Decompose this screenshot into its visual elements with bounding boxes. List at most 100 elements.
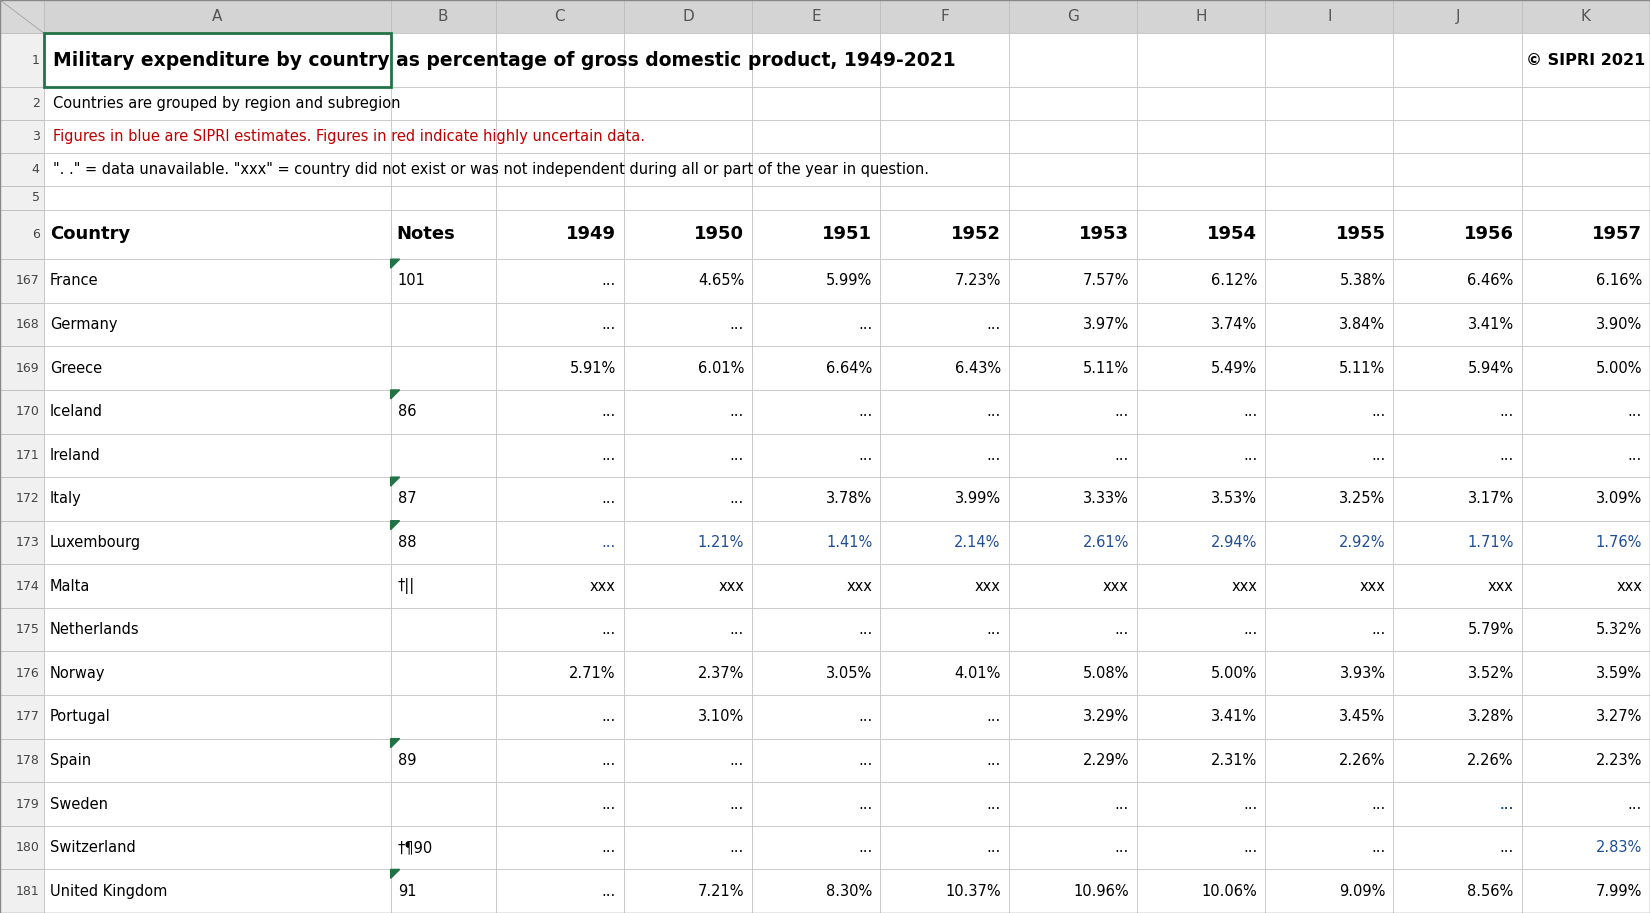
Bar <box>1521 477 1650 520</box>
Bar <box>0 0 45 33</box>
Text: ...: ... <box>729 796 744 812</box>
Text: xxx: xxx <box>718 579 744 593</box>
Bar <box>1008 564 1137 608</box>
Bar <box>1394 782 1521 826</box>
Bar <box>1266 608 1394 652</box>
Bar <box>1008 608 1137 652</box>
Bar <box>1137 434 1266 477</box>
Bar <box>624 121 752 153</box>
Polygon shape <box>391 520 399 530</box>
Text: ...: ... <box>987 622 1000 637</box>
Text: 5.79%: 5.79% <box>1467 622 1513 637</box>
Bar <box>1394 564 1521 608</box>
Bar <box>881 695 1008 739</box>
Bar <box>624 346 752 390</box>
Bar <box>752 303 881 346</box>
Text: 5.00%: 5.00% <box>1211 666 1257 681</box>
Text: 3.78%: 3.78% <box>827 491 873 507</box>
Text: ...: ... <box>1371 796 1386 812</box>
Text: Portugal: Portugal <box>50 709 111 724</box>
Text: 181: 181 <box>16 885 40 897</box>
Bar <box>495 434 624 477</box>
Bar <box>752 186 881 210</box>
Text: ...: ... <box>987 753 1000 768</box>
Bar <box>1137 564 1266 608</box>
Text: 3.93%: 3.93% <box>1340 666 1386 681</box>
Text: 7.23%: 7.23% <box>954 274 1000 289</box>
Text: ...: ... <box>602 317 615 332</box>
Bar <box>1137 0 1266 33</box>
Bar <box>752 869 881 913</box>
Bar <box>45 0 391 33</box>
Bar <box>391 0 495 33</box>
Bar <box>1521 121 1650 153</box>
Text: Figures in blue are SIPRI estimates. Figures in red indicate highly uncertain da: Figures in blue are SIPRI estimates. Fig… <box>53 129 645 144</box>
Bar <box>0 695 45 739</box>
Bar <box>495 303 624 346</box>
Bar <box>45 477 391 520</box>
Polygon shape <box>391 739 399 748</box>
Bar <box>45 0 391 33</box>
Bar <box>624 782 752 826</box>
Bar <box>1521 520 1650 564</box>
Text: 5.38%: 5.38% <box>1340 274 1386 289</box>
Bar <box>1266 33 1394 87</box>
Text: ...: ... <box>858 404 873 419</box>
Bar <box>1137 826 1266 869</box>
Bar <box>1008 153 1137 186</box>
Bar <box>752 695 881 739</box>
Text: 1.21%: 1.21% <box>698 535 744 550</box>
Bar <box>45 33 391 87</box>
Bar <box>1008 826 1137 869</box>
Bar <box>1521 564 1650 608</box>
Bar <box>1266 390 1394 434</box>
Bar <box>1008 259 1137 303</box>
Text: ...: ... <box>858 840 873 855</box>
Text: 5.11%: 5.11% <box>1082 361 1129 375</box>
Bar <box>1521 869 1650 913</box>
Bar <box>1394 782 1521 826</box>
Bar <box>1521 259 1650 303</box>
Bar <box>45 826 391 869</box>
Text: 1956: 1956 <box>1464 226 1513 244</box>
Bar <box>624 0 752 33</box>
Bar <box>1266 186 1394 210</box>
Bar <box>391 869 495 913</box>
Bar <box>45 652 391 695</box>
Bar <box>752 477 881 520</box>
Text: 2.14%: 2.14% <box>954 535 1000 550</box>
Bar <box>1394 652 1521 695</box>
Bar <box>495 695 624 739</box>
Bar <box>391 695 495 739</box>
Text: Netherlands: Netherlands <box>50 622 139 637</box>
Bar <box>45 782 1650 826</box>
Bar <box>0 608 45 652</box>
Bar <box>1521 153 1650 186</box>
Bar <box>45 390 391 434</box>
Bar <box>1137 477 1266 520</box>
Bar <box>0 477 45 520</box>
Bar <box>45 869 1650 913</box>
Text: ...: ... <box>1371 404 1386 419</box>
Text: 8.56%: 8.56% <box>1467 884 1513 898</box>
Text: 177: 177 <box>16 710 40 723</box>
Text: Luxembourg: Luxembourg <box>50 535 140 550</box>
Bar <box>0 695 45 739</box>
Text: 1953: 1953 <box>1079 226 1129 244</box>
Bar <box>1266 695 1394 739</box>
Bar <box>1394 608 1521 652</box>
Bar <box>45 346 391 390</box>
Bar <box>1394 121 1521 153</box>
Bar <box>495 564 624 608</box>
Bar <box>1008 87 1137 121</box>
Bar <box>0 87 45 121</box>
Text: 174: 174 <box>16 580 40 593</box>
Bar <box>881 259 1008 303</box>
Text: ...: ... <box>602 622 615 637</box>
Bar <box>1521 210 1650 259</box>
Bar <box>45 695 1650 739</box>
Bar <box>495 0 624 33</box>
Bar <box>1137 652 1266 695</box>
Text: 2.26%: 2.26% <box>1467 753 1513 768</box>
Bar <box>45 564 391 608</box>
